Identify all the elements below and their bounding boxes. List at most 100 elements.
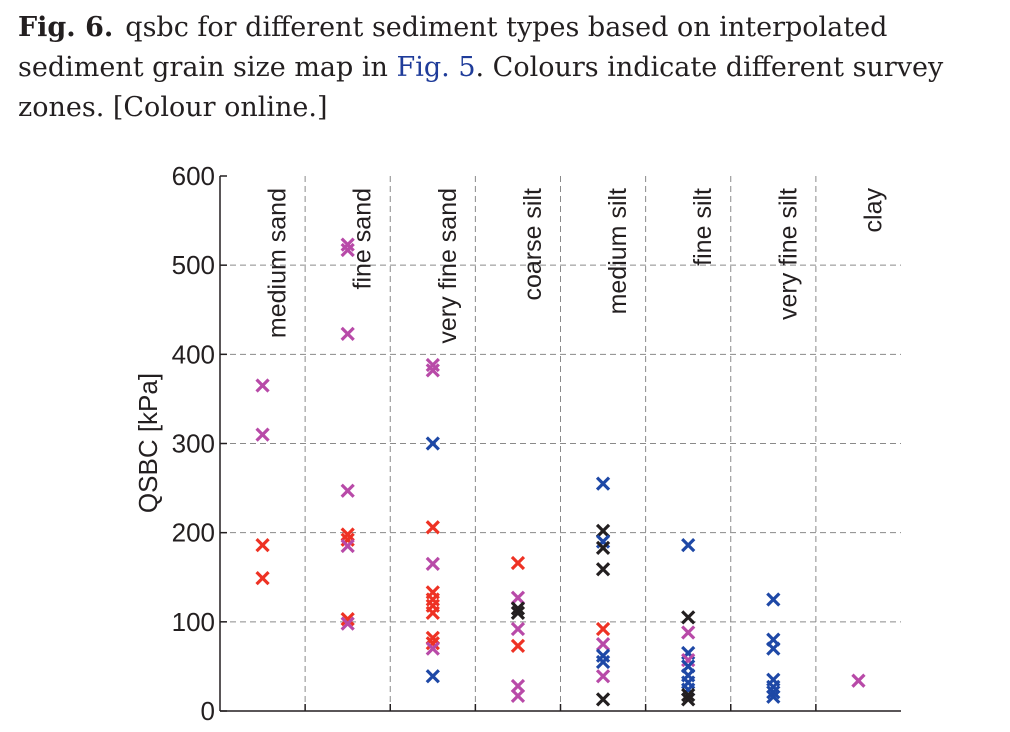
data-point — [766, 641, 781, 656]
data-point-stroke — [681, 625, 696, 640]
data-point-stroke — [510, 601, 526, 616]
data-point-stroke — [340, 527, 355, 542]
data-point-stroke — [340, 616, 355, 631]
y-tick-label: 0 — [201, 696, 215, 726]
data-point — [425, 436, 440, 451]
data-point — [340, 612, 355, 627]
data-point — [681, 687, 696, 703]
data-point — [510, 638, 526, 654]
data-point-stroke — [510, 605, 526, 621]
data-point-stroke — [595, 669, 611, 684]
data-point-stroke — [681, 610, 696, 625]
data-point-stroke — [255, 538, 270, 553]
data-point — [340, 527, 355, 542]
data-point — [595, 692, 611, 707]
data-point-stroke — [255, 571, 270, 586]
data-point — [425, 641, 440, 656]
data-point-stroke — [681, 692, 696, 707]
data-point-stroke — [255, 427, 270, 442]
category-label: very fine silt — [774, 188, 802, 320]
y-axis-label: QSBC [kPa] — [133, 373, 163, 513]
data-point — [425, 357, 440, 373]
data-point — [425, 556, 440, 572]
data-point — [425, 630, 440, 646]
data-point-stroke — [425, 520, 440, 535]
data-point — [681, 692, 696, 707]
data-point — [681, 625, 696, 640]
data-point-stroke — [425, 556, 440, 572]
points-layer — [255, 237, 866, 707]
data-point — [340, 616, 355, 631]
category-label: medium sand — [264, 188, 292, 338]
data-point-stroke — [425, 363, 440, 378]
data-point-stroke — [595, 621, 611, 637]
data-point — [766, 592, 781, 607]
data-point — [425, 605, 440, 621]
data-point-stroke — [425, 605, 440, 621]
data-point — [851, 673, 866, 688]
data-point-stroke — [595, 523, 611, 539]
figure-reference-link[interactable]: Fig. 5 — [396, 52, 476, 83]
data-point — [510, 688, 526, 703]
data-point-stroke — [425, 436, 440, 451]
data-point-stroke — [340, 612, 355, 627]
data-point-stroke — [766, 689, 781, 704]
data-point — [595, 523, 611, 539]
data-point-stroke — [766, 592, 781, 607]
data-point-stroke — [510, 621, 526, 637]
figure-caption: Fig. 6. qsbc for different sediment types… — [18, 8, 1003, 128]
category-label: medium silt — [604, 188, 632, 314]
y-tick-label: 100 — [172, 607, 215, 637]
data-point — [595, 621, 611, 637]
category-label: very fine sand — [434, 188, 462, 344]
data-point — [340, 538, 355, 554]
data-point-stroke — [425, 357, 440, 373]
data-point-stroke — [766, 641, 781, 656]
data-point-stroke — [595, 476, 611, 491]
data-point — [425, 669, 440, 684]
data-point — [510, 605, 526, 621]
category-label: coarse silt — [519, 188, 547, 301]
data-point-stroke — [595, 654, 611, 670]
data-point — [340, 326, 355, 341]
data-point-stroke — [595, 540, 611, 555]
figure-label: Fig. 6. — [18, 12, 114, 43]
data-point-stroke — [425, 669, 440, 684]
category-label: fine silt — [689, 188, 717, 266]
y-tick-label: 600 — [172, 161, 215, 191]
caption-text-before: qsbc for different sediment types based … — [18, 12, 888, 83]
data-point — [510, 555, 526, 571]
data-point — [425, 363, 440, 378]
data-point-stroke — [340, 326, 355, 341]
data-point — [425, 636, 440, 651]
y-tick-label: 300 — [172, 429, 215, 459]
data-point — [595, 636, 611, 652]
data-point-stroke — [595, 636, 611, 652]
data-point — [595, 562, 611, 577]
data-point — [340, 237, 355, 252]
data-point-stroke — [766, 685, 781, 700]
data-point-stroke — [595, 692, 611, 707]
data-point — [595, 669, 611, 684]
data-point — [595, 476, 611, 491]
data-point — [766, 685, 781, 700]
data-point — [425, 520, 440, 535]
data-point-stroke — [510, 688, 526, 703]
data-point — [255, 378, 270, 393]
y-tick-label: 200 — [172, 518, 215, 548]
data-point — [510, 601, 526, 616]
data-point — [681, 538, 696, 553]
y-tick-label: 500 — [172, 250, 215, 280]
data-point — [255, 538, 270, 553]
data-point — [595, 540, 611, 555]
data-point-stroke — [510, 638, 526, 654]
data-point-stroke — [340, 237, 355, 252]
data-point-stroke — [340, 483, 355, 498]
data-point-stroke — [425, 641, 440, 656]
y-tick-label: 400 — [172, 339, 215, 369]
category-label-layer: medium sand fine sand very fine sand coarse… — [264, 188, 888, 344]
data-point — [595, 654, 611, 670]
data-point — [255, 427, 270, 442]
data-point — [340, 242, 355, 258]
axis-layer: 0 100 200 300 400 500 600 — [172, 161, 901, 726]
